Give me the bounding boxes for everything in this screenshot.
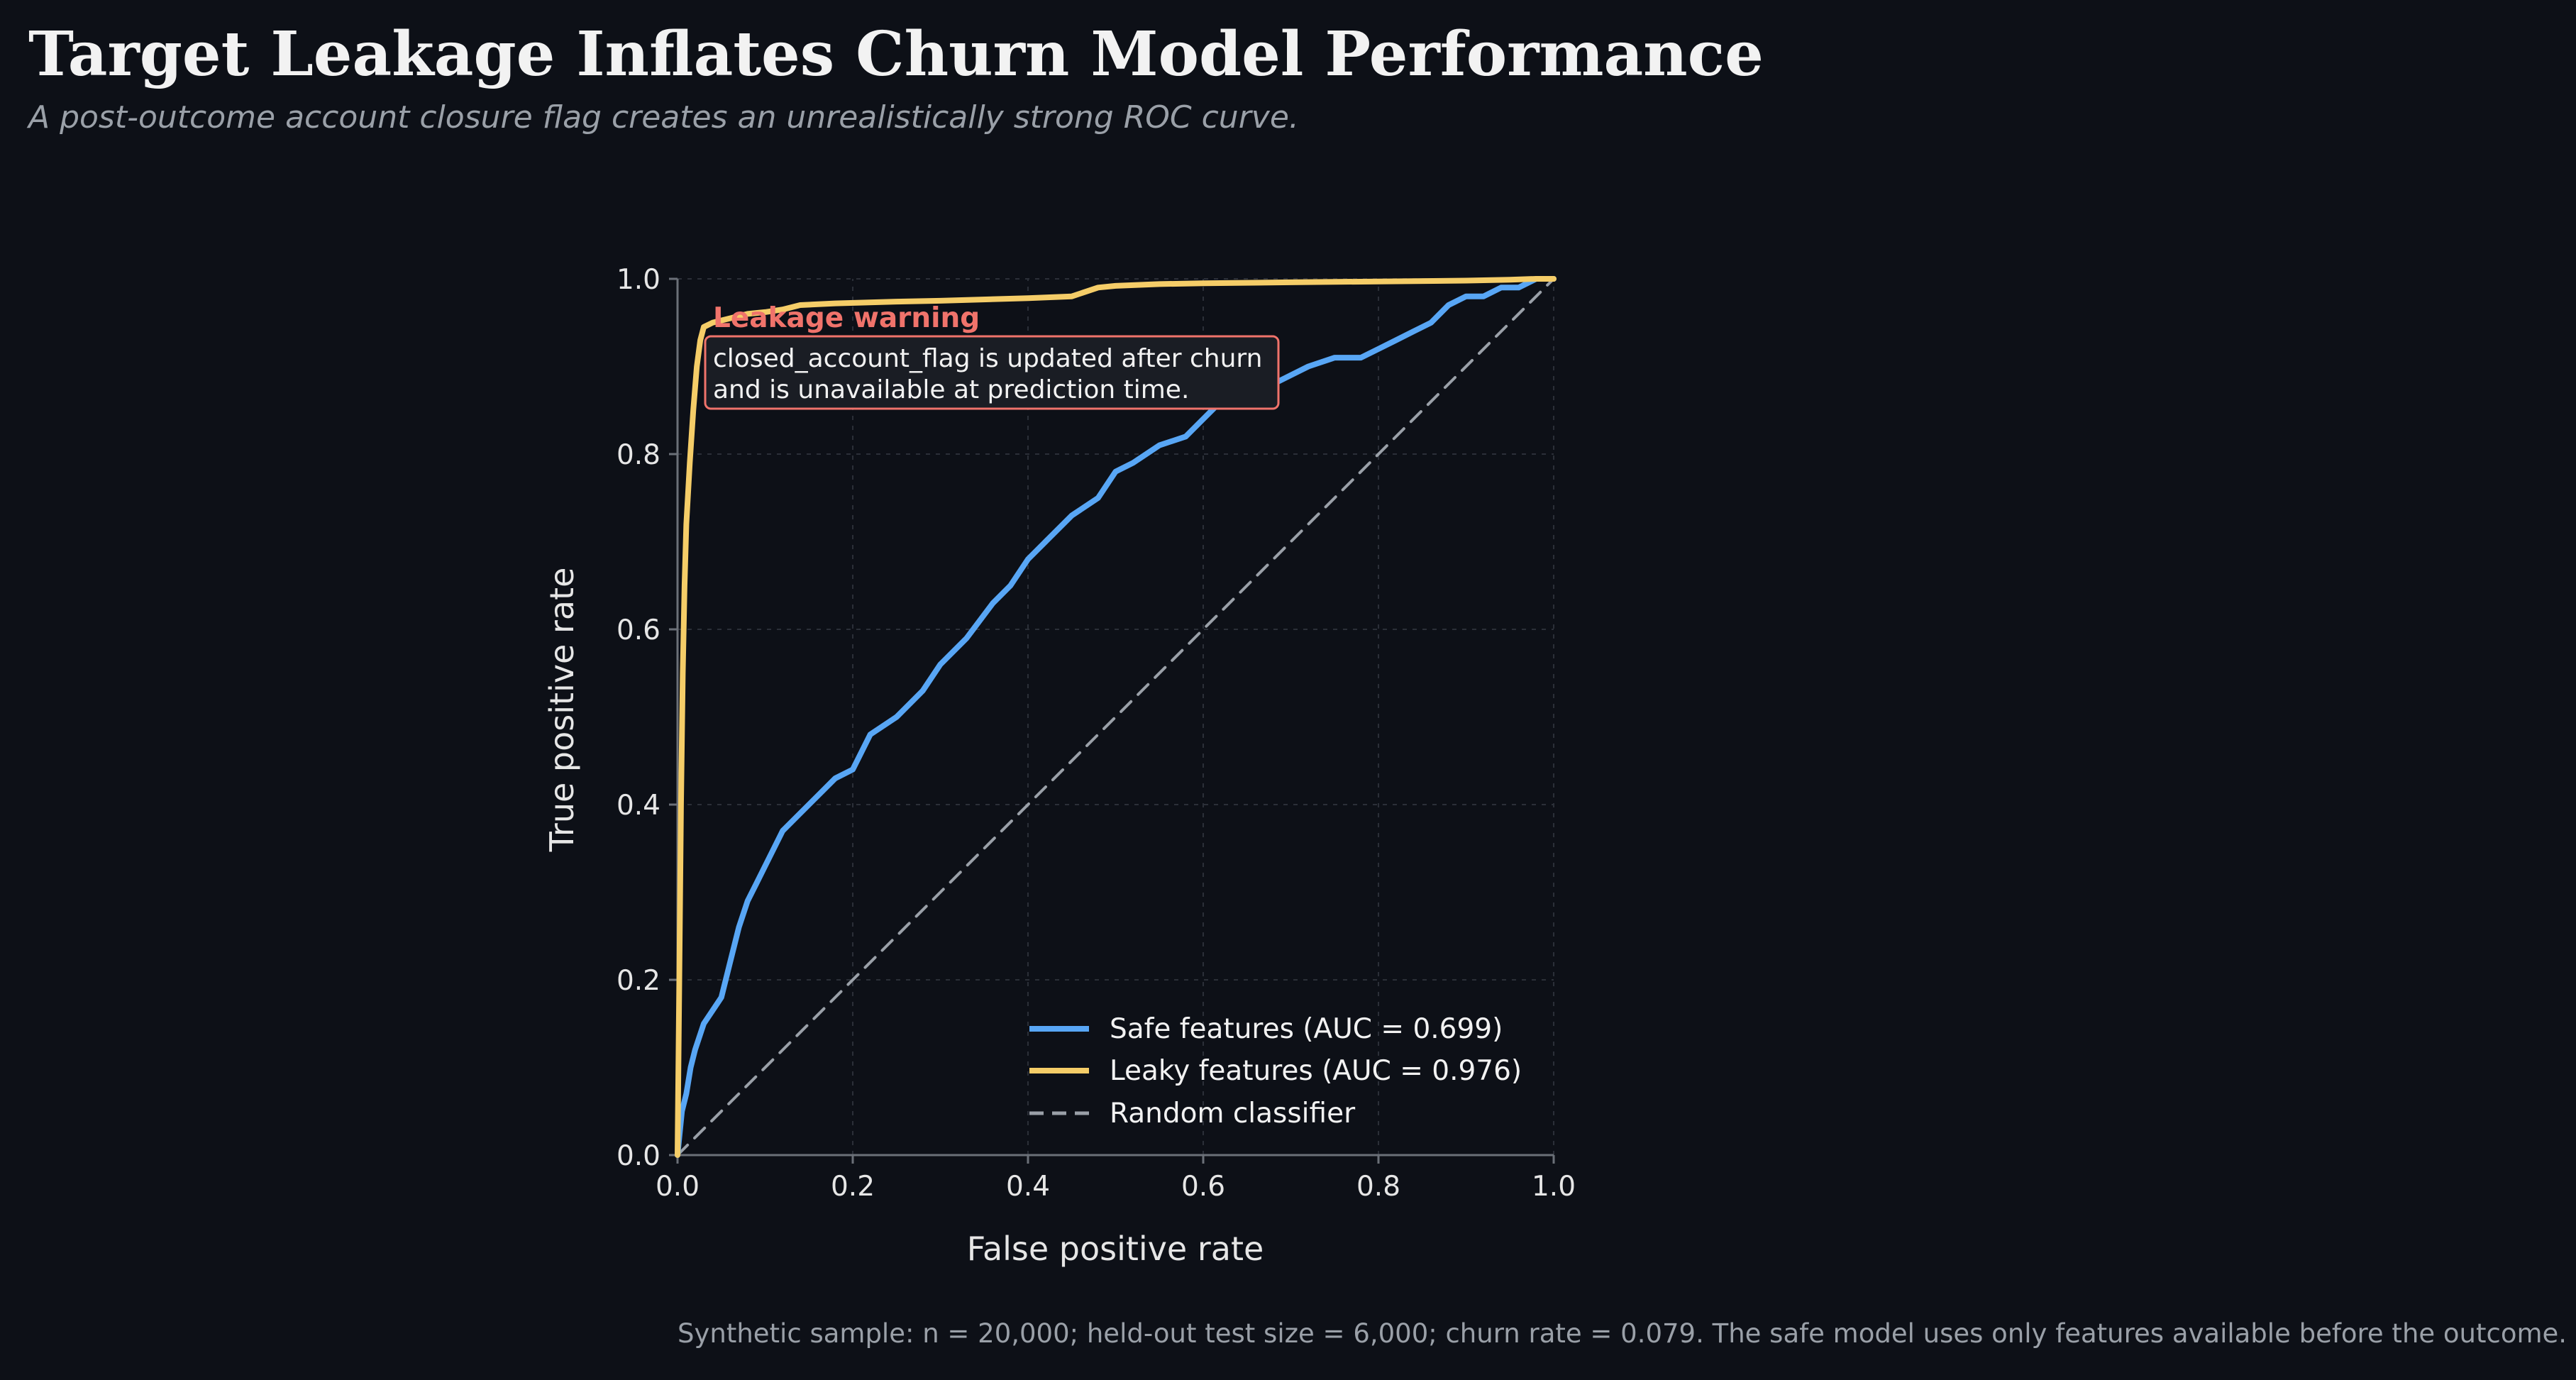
series-layer: [675, 276, 1557, 1158]
y-tick-label: 0.6: [617, 614, 660, 646]
footnote: Synthetic sample: n = 20,000; held-out t…: [678, 1318, 2567, 1349]
annotation-line-1: closed_account_flag is updated after chu…: [713, 344, 1262, 373]
y-tick-label: 0.0: [617, 1140, 660, 1172]
x-tick-label: 1.0: [1532, 1171, 1576, 1203]
legend-label-safe: Safe features (AUC = 0.699): [1110, 1013, 1503, 1045]
y-tick-label: 1.0: [617, 264, 660, 296]
leaky-features-line: [675, 276, 1557, 1158]
legend-label-random: Random classifier: [1110, 1098, 1356, 1130]
page-subtitle: A post-outcome account closure flag crea…: [28, 99, 1299, 136]
x-tick-label: 0.6: [1181, 1171, 1225, 1203]
x-tick-label: 0.2: [831, 1171, 875, 1203]
y-tick-label: 0.2: [617, 965, 660, 997]
annotation-line-2: and is unavailable at prediction time.: [713, 375, 1189, 404]
leakage-annotation: Leakage warning closed_account_flag is u…: [704, 302, 1280, 410]
annotation-box: [704, 335, 1280, 410]
annotation-heading: Leakage warning: [713, 302, 980, 334]
y-tick-label: 0.4: [617, 790, 660, 822]
legend-label-leaky: Leaky features (AUC = 0.976): [1110, 1055, 1522, 1087]
safe-features-line: [675, 276, 1557, 1158]
x-tick-label: 0.8: [1356, 1171, 1400, 1203]
ticks-layer: 0.0 0.2 0.4 0.6 0.8 1.0 0.0 0.2 0.4 0.6 0.8 1.0: [617, 264, 1576, 1203]
x-tick-label: 0.4: [1006, 1171, 1050, 1203]
x-axis-label: False positive rate: [967, 1230, 1264, 1268]
legend: Safe features (AUC = 0.699) Leaky featur…: [1029, 1013, 1522, 1130]
random-classifier-line: [676, 277, 1555, 1157]
y-tick-label: 0.8: [617, 439, 660, 471]
y-axis-label: True positive rate: [543, 568, 581, 853]
x-tick-label: 0.0: [656, 1171, 700, 1203]
page-title: Target Leakage Inflates Churn Model Perf…: [28, 18, 1764, 90]
